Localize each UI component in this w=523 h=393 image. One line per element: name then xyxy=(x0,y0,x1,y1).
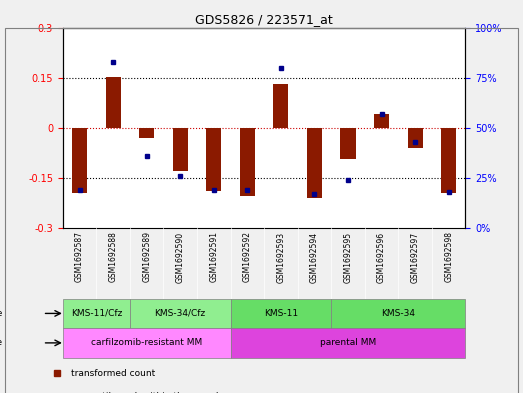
Text: KMS-34: KMS-34 xyxy=(381,309,415,318)
Text: parental MM: parental MM xyxy=(320,338,376,347)
Bar xyxy=(173,128,188,171)
Bar xyxy=(274,84,289,128)
Bar xyxy=(340,128,356,160)
Bar xyxy=(331,299,465,328)
Text: GSM1692595: GSM1692595 xyxy=(344,231,353,283)
Text: KMS-11: KMS-11 xyxy=(264,309,298,318)
Text: KMS-34/Cfz: KMS-34/Cfz xyxy=(155,309,206,318)
Text: GSM1692597: GSM1692597 xyxy=(411,231,419,283)
Text: KMS-11/Cfz: KMS-11/Cfz xyxy=(71,309,122,318)
Bar xyxy=(63,299,130,328)
Text: GSM1692594: GSM1692594 xyxy=(310,231,319,283)
Title: GDS5826 / 223571_at: GDS5826 / 223571_at xyxy=(195,13,333,26)
Text: cell line: cell line xyxy=(0,309,2,318)
Bar xyxy=(407,128,423,148)
Text: GSM1692591: GSM1692591 xyxy=(209,231,218,283)
Text: GSM1692596: GSM1692596 xyxy=(377,231,386,283)
Bar xyxy=(231,328,465,358)
Bar xyxy=(72,128,87,193)
Text: GSM1692592: GSM1692592 xyxy=(243,231,252,283)
Bar xyxy=(106,77,121,128)
Text: cell type: cell type xyxy=(0,338,2,347)
Bar xyxy=(441,128,456,193)
Bar xyxy=(307,128,322,198)
Text: GSM1692598: GSM1692598 xyxy=(444,231,453,283)
Bar xyxy=(130,299,231,328)
Bar xyxy=(231,299,331,328)
Text: GSM1692589: GSM1692589 xyxy=(142,231,151,283)
Text: GSM1692588: GSM1692588 xyxy=(109,231,118,282)
Text: carfilzomib-resistant MM: carfilzomib-resistant MM xyxy=(91,338,202,347)
Bar xyxy=(374,114,389,128)
Text: GSM1692593: GSM1692593 xyxy=(276,231,286,283)
Bar xyxy=(63,328,231,358)
Text: transformed count: transformed count xyxy=(71,369,156,378)
Text: GSM1692590: GSM1692590 xyxy=(176,231,185,283)
Text: GSM1692587: GSM1692587 xyxy=(75,231,84,283)
Bar xyxy=(206,128,221,191)
Bar xyxy=(240,128,255,196)
Bar xyxy=(139,128,154,138)
